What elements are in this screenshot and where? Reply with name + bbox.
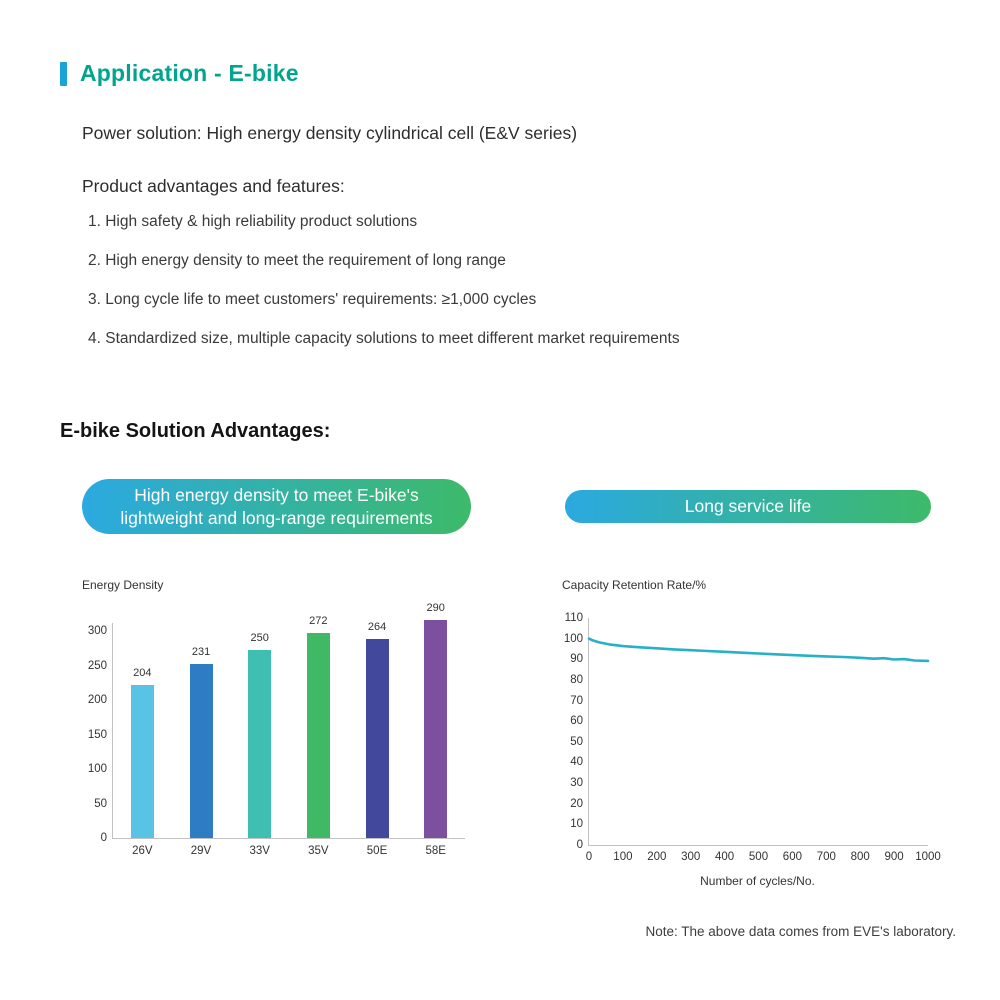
slide-header: Application - E-bike (60, 60, 299, 87)
features-heading: Product advantages and features: (82, 176, 345, 196)
bar-26V (130, 685, 154, 838)
features-list: 1. High safety & high reliability produc… (88, 212, 680, 368)
bar-value-label: 231 (191, 646, 211, 658)
bar-plot-area: 0 50 100 150 200 250 300 204 26V 231 29V 250 33V 272… (88, 602, 465, 857)
feature-item-4: 4. Standardized size, multiple capacity … (88, 330, 680, 347)
retention-curve (587, 637, 930, 663)
line-plot-area: 0 10 20 30 40 50 60 70 80 90 100 110 0 100 200 300 400 5… (564, 612, 941, 863)
y-axis-tick-label: 80 (570, 673, 583, 686)
y-axis-tick-label: 100 (87, 763, 107, 775)
y-axis-tick-label: 40 (570, 756, 583, 769)
y-axis-tick-label: 70 (570, 694, 583, 707)
bar-value-label: 272 (309, 615, 328, 627)
y-axis-tick-label: 30 (570, 777, 583, 790)
y-axis-tick-label: 300 (87, 625, 107, 637)
bar-value-label: 204 (133, 667, 152, 679)
bar-category-label: 26V (132, 845, 153, 857)
y-axis-tick-label: 50 (570, 735, 583, 748)
bar-column-58E: 290 58E (406, 602, 465, 857)
bar-50E (365, 639, 389, 838)
power-solution-subtitle: Power solution: High energy density cyli… (82, 123, 578, 143)
y-axis-tick-label: 0 (100, 832, 107, 844)
y-axis-tick-label: 50 (94, 797, 107, 810)
bar-chart-title: Energy Density (82, 578, 164, 592)
x-axis-tick-label: 300 (681, 851, 701, 863)
bar-series: 204 26V 231 29V 250 33V 272 35V 264 50E 290 58E (113, 602, 465, 857)
y-axis-tick-label: 250 (87, 659, 107, 672)
bar-category-label: 50E (366, 845, 388, 857)
y-axis-tick-label: 100 (563, 632, 583, 645)
y-axis-tick-label: 150 (87, 728, 107, 741)
x-axis-tick-label: 200 (647, 851, 667, 863)
retention-line-svg (587, 637, 930, 663)
bar-category-label: 58E (425, 845, 446, 857)
x-axis-tick-label: 500 (748, 851, 769, 863)
y-axis-tick-label: 0 (576, 839, 583, 851)
bar-value-label: 250 (250, 632, 269, 644)
y-axis-tick-label: 10 (570, 818, 583, 831)
bar-column-33V: 250 33V (230, 623, 289, 857)
bar-value-label: 264 (367, 621, 387, 633)
x-axis-tick-label: 400 (715, 851, 735, 863)
x-axis-tick-label: 800 (850, 851, 870, 863)
bar-35V (306, 633, 330, 838)
y-axis-tick-label: 20 (570, 797, 583, 810)
x-axis-tick-label: 600 (782, 851, 802, 863)
accent-bar (60, 61, 67, 86)
page-title: Application - E-bike (80, 60, 299, 86)
bar-column-50E: 264 50E (348, 621, 407, 857)
bar-category-label: 35V (308, 845, 329, 857)
y-axis-tick-label: 110 (564, 612, 583, 624)
x-axis-tick-label: 900 (884, 851, 904, 863)
x-axis-tick-label: 1000 (915, 851, 941, 863)
bar-column-26V: 204 26V (113, 623, 172, 857)
y-axis-tick-label: 90 (570, 653, 583, 666)
advantages-heading: E-bike Solution Advantages: (60, 420, 331, 442)
bar-value-label: 290 (426, 602, 445, 614)
x-axis-tick-label: 0 (585, 851, 593, 863)
bar-category-label: 33V (249, 845, 270, 857)
energy-density-bar-chart: Energy Density 0 50 100 150 200 250 300 204 26V… (82, 578, 482, 878)
y-axis-tick-label: 60 (570, 715, 583, 728)
bar-column-29V: 231 29V (172, 623, 231, 857)
badge-long-service-life: Long service life (565, 490, 931, 523)
line-chart-title: Capacity Retention Rate/% (562, 578, 707, 592)
line-chart-x-label: Number of cycles/No. (700, 874, 815, 888)
feature-item-2: 2. High energy density to meet the requi… (88, 252, 506, 269)
x-axis-tick-label: 100 (613, 851, 633, 863)
bar-column-35V: 272 35V (289, 615, 348, 857)
bar-58E (424, 620, 448, 838)
bar-29V (189, 664, 213, 838)
bar-category-label: 29V (190, 845, 212, 857)
feature-item-3: 3. Long cycle life to meet customers' re… (88, 291, 537, 308)
y-axis-tick-label: 200 (87, 694, 107, 706)
bar-33V (248, 650, 272, 838)
badge-high-energy-density: High energy density to meet E-bike's lig… (82, 479, 471, 534)
source-note: Note: The above data comes from EVE's la… (645, 924, 956, 939)
x-axis-tick-label: 700 (816, 851, 836, 863)
feature-item-1: 1. High safety & high reliability produc… (88, 213, 418, 230)
capacity-retention-line-chart: Capacity Retention Rate/% 0 10 20 30 40 50 60 7… (562, 578, 960, 900)
